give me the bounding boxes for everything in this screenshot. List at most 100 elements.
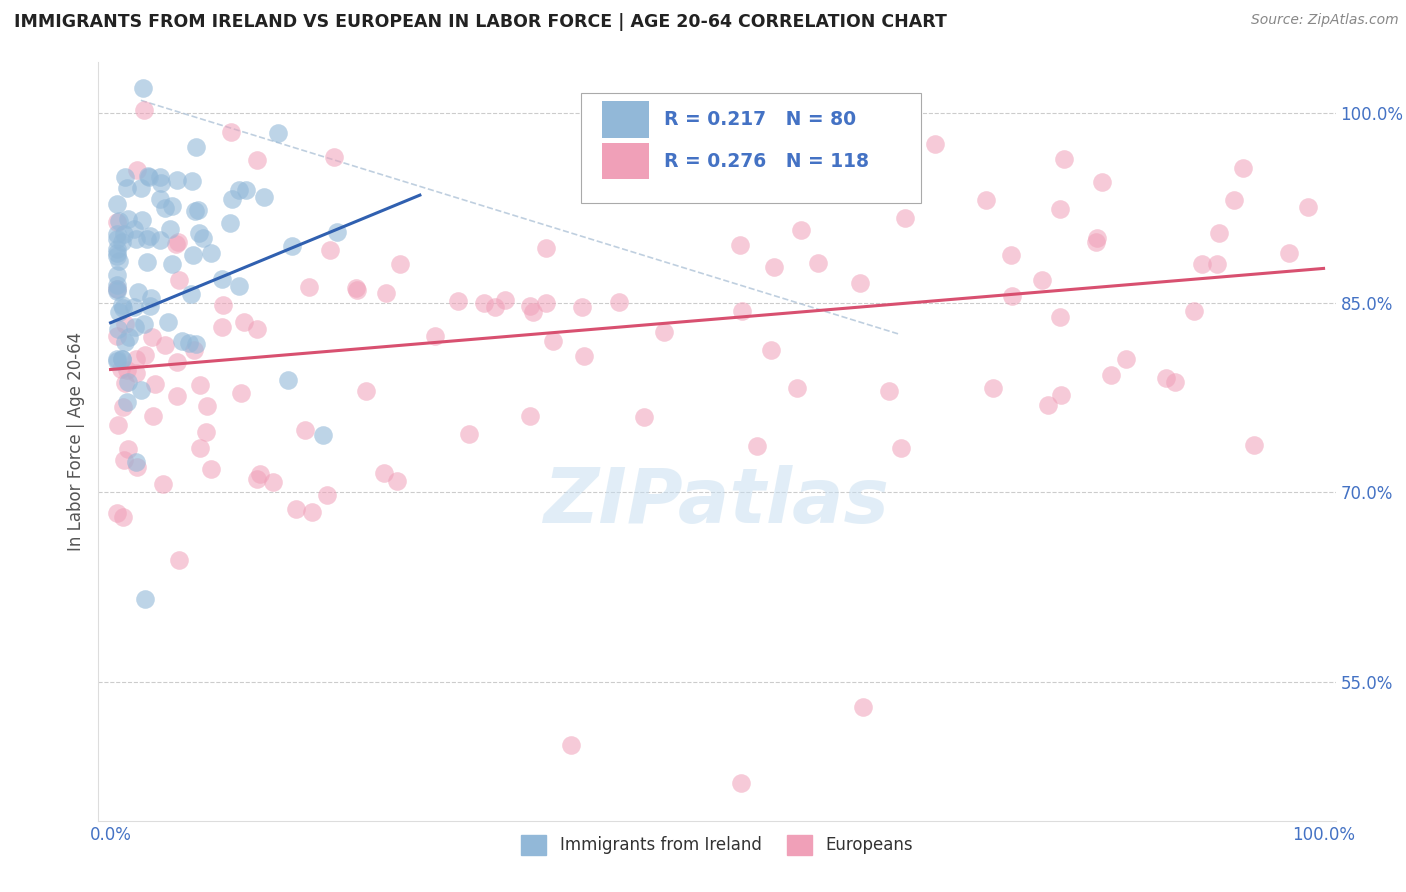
Point [117,394,139,409]
Point [134,592,156,607]
Point [1036,399,1059,413]
Point [1277,245,1299,260]
Point [212,298,235,312]
Point [1001,289,1024,303]
Point [141,330,163,344]
Text: ZIPatlas: ZIPatlas [544,466,890,539]
FancyBboxPatch shape [581,93,921,202]
Point [117,375,139,389]
Point [166,173,188,187]
Point [346,283,368,297]
Point [522,305,544,319]
Point [574,349,596,363]
Point [111,301,134,316]
Point [149,233,172,247]
Point [472,295,495,310]
Point [114,376,136,390]
Point [143,376,166,391]
FancyBboxPatch shape [602,101,650,137]
Point [135,255,157,269]
Point [111,510,134,524]
Point [160,256,183,270]
Point [541,334,564,348]
Point [253,190,276,204]
Point [560,738,582,752]
Point [786,381,808,395]
Point [759,343,782,357]
Point [893,211,915,225]
Point [131,212,153,227]
Point [105,329,128,343]
Point [322,150,344,164]
Point [105,353,128,368]
Point [245,153,267,168]
Point [124,319,146,334]
Point [807,256,830,270]
Point [117,181,139,195]
Point [108,254,131,268]
Point [228,183,250,197]
Point [122,222,145,236]
Point [200,246,222,260]
Point [190,441,212,455]
Point [197,399,219,413]
Point [118,330,141,344]
Point [107,304,129,318]
Point [132,81,155,95]
Point [177,335,200,350]
Point [117,212,139,227]
Point [633,410,655,425]
Text: IMMIGRANTS FROM IRELAND VS EUROPEAN IN LABOR FORCE | AGE 20-64 CORRELATION CHART: IMMIGRANTS FROM IRELAND VS EUROPEAN IN L… [14,13,946,31]
Point [219,125,242,139]
Point [111,351,134,366]
Point [111,298,134,312]
Point [105,196,128,211]
Point [1091,175,1114,189]
Point [200,462,222,476]
Point [187,227,209,241]
Point [1232,161,1254,175]
Point [139,291,162,305]
Point [129,181,152,195]
Text: R = 0.217   N = 80: R = 0.217 N = 80 [664,110,856,128]
Point [262,475,284,490]
Y-axis label: In Labor Force | Age 20-64: In Labor Force | Age 20-64 [66,332,84,551]
Point [1031,272,1053,286]
Point [373,466,395,480]
Point [1243,438,1265,452]
Point [105,215,128,229]
Point [134,347,156,361]
Point [125,460,148,475]
Point [181,248,204,262]
Point [187,203,209,218]
Point [122,300,145,314]
Point [105,282,128,296]
Point [484,301,506,315]
Point [375,285,398,300]
Point [105,282,128,296]
Point [1298,200,1320,214]
Point [1206,257,1229,271]
Point [152,476,174,491]
Point [519,299,541,313]
Point [354,384,377,398]
Point [149,169,172,184]
Point [385,475,408,489]
Point [762,260,785,275]
Point [458,427,481,442]
Point [1099,368,1122,382]
Point [228,279,250,293]
Point [183,343,205,358]
Point [125,352,148,367]
Point [1222,193,1244,207]
FancyBboxPatch shape [602,143,650,179]
Point [105,246,128,260]
Point [184,140,207,154]
Point [494,293,516,307]
Point [1000,248,1022,262]
Point [124,366,146,380]
Point [249,467,271,481]
Point [166,235,188,250]
Point [731,304,754,318]
Point [111,235,134,249]
